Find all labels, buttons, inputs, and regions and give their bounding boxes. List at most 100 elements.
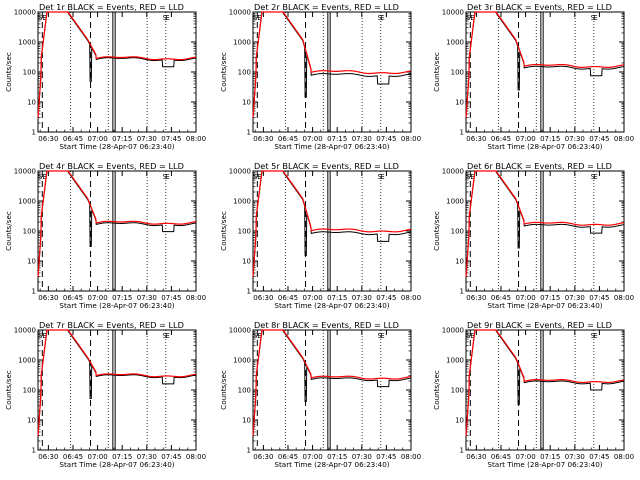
series-lld-line — [252, 329, 411, 436]
panel-det-6: Det 6r BLACK = Events, RED = LLD 1 10 100 10… — [432, 161, 634, 310]
x-tick-label: 07:45 — [161, 453, 181, 461]
marker-label-s: S — [163, 173, 168, 181]
y-tick-label: 100 — [238, 228, 251, 236]
x-tick-label: 07:30 — [137, 294, 157, 302]
panel-det-5: Det 5r BLACK = Events, RED = LLD 1 10 100 10… — [219, 161, 421, 310]
series-lld-line — [252, 11, 411, 118]
x-tick-label: 06:30 — [253, 294, 273, 302]
plot-frame — [252, 329, 412, 451]
x-tick-label: 07:30 — [137, 453, 157, 461]
y-tick-label: 10000 — [442, 168, 464, 176]
x-tick-label: 08:00 — [186, 453, 206, 461]
x-tick-label: 08:00 — [614, 135, 634, 143]
x-tick-label: 07:15 — [540, 453, 560, 461]
marker-label-e: E — [380, 332, 384, 340]
y-tick-label: 10 — [455, 258, 464, 266]
x-tick-label: 06:45 — [491, 294, 511, 302]
marker-label-s: S — [38, 332, 43, 340]
marker-label-e: E — [470, 173, 474, 181]
y-tick-label: 100 — [451, 69, 464, 77]
y-axis-label: Counts/sec — [4, 211, 13, 251]
x-tick-label: 07:30 — [352, 294, 372, 302]
x-tick-label: 06:30 — [466, 135, 486, 143]
y-axis-label: Counts/sec — [4, 370, 13, 410]
marker-label-s: S — [591, 332, 596, 340]
y-tick-label: 1 — [247, 129, 251, 137]
y-tick-label: 100 — [23, 69, 36, 77]
marker-label-s: S — [591, 173, 596, 181]
marker-label-e: E — [42, 14, 46, 22]
x-tick-label: 08:00 — [401, 453, 421, 461]
x-tick-label: 08:00 — [186, 294, 206, 302]
x-tick-label: 06:30 — [253, 453, 273, 461]
plot-frame — [37, 170, 197, 292]
x-tick-label: 08:00 — [401, 294, 421, 302]
panel-title: Det 2r BLACK = Events, RED = LLD — [254, 2, 399, 12]
y-tick-label: 10000 — [14, 327, 36, 335]
series-lld-line — [37, 170, 196, 277]
x-tick-label: 08:00 — [401, 135, 421, 143]
panel-title: Det 5r BLACK = Events, RED = LLD — [254, 161, 399, 171]
x-axis-label: Start Time (28-Apr-07 06:23:40) — [274, 460, 389, 469]
y-axis-label: Counts/sec — [432, 52, 441, 92]
y-tick-label: 100 — [238, 69, 251, 77]
y-tick-label: 1000 — [18, 198, 36, 206]
y-tick-label: 1000 — [446, 198, 464, 206]
x-tick-label: 07:00 — [302, 294, 322, 302]
marker-label-s: S — [38, 173, 43, 181]
series-events-line — [252, 329, 411, 437]
y-tick-label: 10000 — [14, 168, 36, 176]
marker-label-s: S — [591, 14, 596, 22]
plot-frame — [465, 170, 625, 292]
y-tick-label: 10 — [242, 99, 251, 107]
marker-label-e: E — [593, 14, 597, 22]
marker-label-e: E — [593, 173, 597, 181]
y-tick-label: 1000 — [233, 39, 251, 47]
y-tick-label: 1 — [32, 129, 36, 137]
panel-det-3: Det 3r BLACK = Events, RED = LLD 1 10 100 10… — [432, 2, 634, 151]
marker-label-s: S — [466, 173, 471, 181]
x-tick-label: 07:30 — [352, 135, 372, 143]
x-tick-label: 06:45 — [278, 135, 298, 143]
marker-label-e: E — [470, 332, 474, 340]
y-tick-label: 1 — [247, 447, 251, 455]
x-tick-label: 06:30 — [38, 294, 58, 302]
y-tick-label: 1000 — [446, 357, 464, 365]
x-tick-label: 07:00 — [515, 294, 535, 302]
plot-frame — [37, 329, 197, 451]
x-tick-label: 07:00 — [515, 453, 535, 461]
series-lld-line — [37, 11, 196, 118]
panel-det-9: Det 9r BLACK = Events, RED = LLD 1 10 100 10… — [432, 320, 634, 469]
panel-title: Det 6r BLACK = Events, RED = LLD — [467, 161, 612, 171]
x-tick-label: 07:15 — [112, 135, 132, 143]
y-tick-label: 1 — [460, 129, 464, 137]
x-axis-label: Start Time (28-Apr-07 06:23:40) — [59, 142, 174, 151]
series-events-line — [37, 11, 196, 119]
x-tick-label: 07:30 — [565, 135, 585, 143]
y-tick-label: 100 — [238, 387, 251, 395]
series-lld-line — [37, 329, 196, 436]
series-lld-line — [252, 170, 411, 277]
series-events-line — [465, 329, 624, 437]
marker-label-s: S — [378, 173, 383, 181]
panel-title: Det 9r BLACK = Events, RED = LLD — [467, 320, 612, 330]
y-tick-label: 10000 — [442, 327, 464, 335]
x-tick-label: 07:15 — [540, 294, 560, 302]
series-lld-line — [465, 170, 624, 277]
y-tick-label: 10000 — [229, 9, 251, 17]
x-tick-label: 07:15 — [327, 294, 347, 302]
x-tick-label: 06:30 — [253, 135, 273, 143]
x-tick-label: 07:45 — [589, 135, 609, 143]
marker-label-e: E — [470, 14, 474, 22]
x-axis-label: Start Time (28-Apr-07 06:23:40) — [487, 460, 602, 469]
marker-label-e: E — [42, 332, 46, 340]
panel-title: Det 3r BLACK = Events, RED = LLD — [467, 2, 612, 12]
y-axis-label: Counts/sec — [432, 211, 441, 251]
x-tick-label: 08:00 — [614, 294, 634, 302]
x-tick-label: 06:45 — [278, 453, 298, 461]
x-tick-label: 06:30 — [38, 453, 58, 461]
series-events-line — [37, 329, 196, 437]
y-axis-label: Counts/sec — [432, 370, 441, 410]
series-lld-line — [465, 11, 624, 118]
x-tick-label: 06:45 — [63, 453, 83, 461]
